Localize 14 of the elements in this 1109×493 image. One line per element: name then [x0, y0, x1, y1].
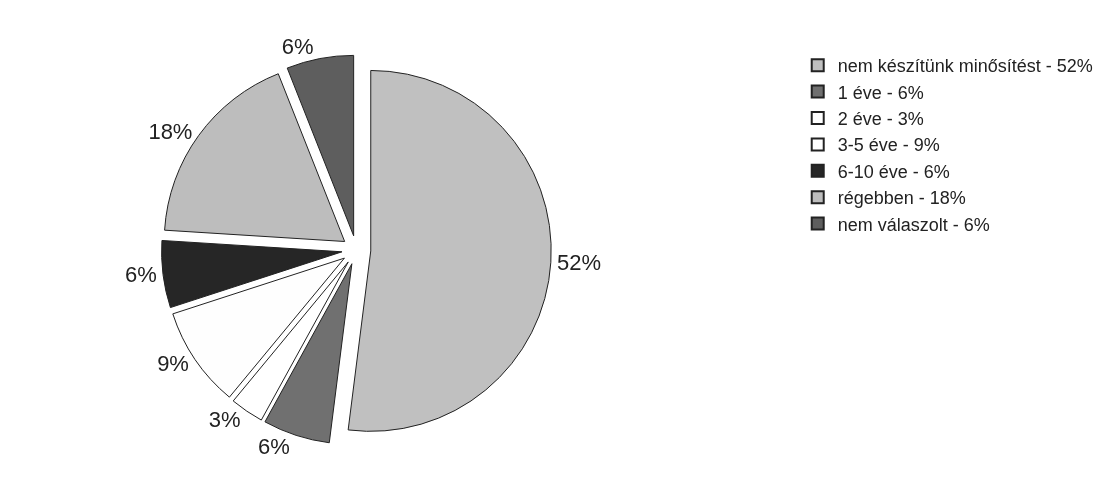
data-label: 9% [157, 350, 189, 376]
data-label: 6% [258, 434, 290, 460]
legend-label: nem válaszolt - 6% [837, 214, 990, 235]
legend-label: 1 éve - 6% [837, 82, 924, 103]
data-label: 3% [208, 407, 241, 433]
legend-label: nem készítünk minősítést - 52% [837, 56, 1093, 77]
legend-label: 3-5 éve - 9% [837, 135, 940, 156]
data-label: 18% [148, 118, 193, 144]
data-label: 52% [557, 249, 602, 275]
legend-label: régebben - 18% [837, 188, 966, 209]
legend-label: 2 éve - 3% [837, 109, 924, 130]
legend-label: 6-10 éve - 6% [837, 161, 950, 182]
data-label: 6% [281, 34, 314, 60]
data-label: 6% [124, 262, 157, 288]
